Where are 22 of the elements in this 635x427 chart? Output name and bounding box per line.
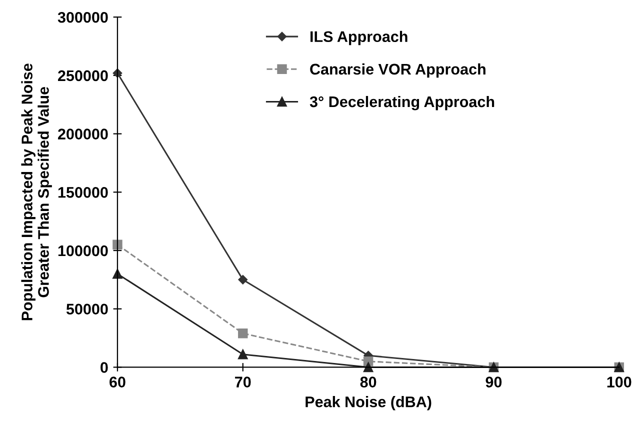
x-tick-label: 90 — [486, 376, 502, 388]
point — [363, 362, 374, 372]
x-tick-label: 70 — [235, 376, 251, 388]
x-tick-label: 60 — [110, 376, 126, 388]
y-tick-label: 300000 — [58, 12, 108, 23]
y-tick-label: 0 — [100, 362, 108, 373]
x-tick-label: 80 — [360, 376, 376, 388]
y-tick-label: 250000 — [58, 70, 108, 82]
x-axis-title: Peak Noise (dBA) — [306, 396, 432, 410]
x-tick-label: 100 — [607, 376, 632, 388]
legend-label: ILS Approach — [310, 30, 408, 46]
y-tick-label: 150000 — [58, 187, 108, 198]
legend-label: Canarsie VOR Approach — [310, 63, 486, 78]
y-tick-label: 200000 — [58, 128, 108, 140]
point — [112, 240, 122, 250]
point — [238, 350, 248, 360]
point — [238, 328, 248, 338]
point — [238, 275, 248, 284]
legend-label: 3° Decelerating Approach — [310, 96, 494, 110]
y-tick-label: 100000 — [58, 245, 108, 256]
y-axis-title: Population Impacted by Peak Noise Greater Than Specified Value — [21, 64, 52, 320]
y-tick-label: 50000 — [66, 304, 108, 315]
